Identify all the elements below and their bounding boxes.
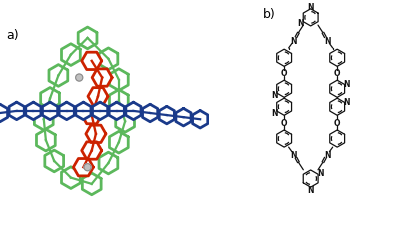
Polygon shape — [26, 103, 41, 120]
Text: O: O — [281, 118, 287, 127]
Polygon shape — [34, 109, 53, 131]
Polygon shape — [0, 105, 8, 122]
Text: O: O — [334, 69, 340, 78]
Polygon shape — [92, 70, 112, 87]
Polygon shape — [82, 53, 102, 70]
Text: N: N — [271, 108, 278, 117]
Text: N: N — [307, 3, 314, 12]
Polygon shape — [126, 103, 141, 120]
Polygon shape — [143, 105, 158, 122]
Text: N: N — [344, 97, 350, 106]
Text: a): a) — [6, 28, 19, 41]
Circle shape — [84, 164, 91, 171]
Polygon shape — [9, 103, 24, 120]
Text: N: N — [271, 90, 278, 100]
Polygon shape — [109, 103, 124, 120]
Polygon shape — [176, 109, 191, 127]
Text: N: N — [324, 37, 331, 46]
Polygon shape — [109, 132, 128, 153]
Polygon shape — [93, 103, 108, 120]
Polygon shape — [82, 107, 102, 124]
Polygon shape — [99, 152, 118, 174]
Polygon shape — [109, 70, 128, 91]
Text: b): b) — [263, 8, 276, 21]
Polygon shape — [82, 173, 101, 195]
Polygon shape — [49, 65, 68, 87]
Polygon shape — [99, 49, 118, 70]
Polygon shape — [193, 111, 208, 129]
Text: N: N — [344, 79, 350, 88]
Polygon shape — [109, 90, 128, 112]
Polygon shape — [59, 103, 74, 120]
Polygon shape — [36, 130, 55, 151]
Text: O: O — [281, 69, 287, 78]
Text: N: N — [291, 37, 297, 46]
Polygon shape — [86, 126, 106, 143]
Polygon shape — [73, 159, 93, 176]
Polygon shape — [61, 45, 80, 66]
Polygon shape — [45, 150, 64, 172]
Circle shape — [76, 75, 83, 82]
Polygon shape — [43, 103, 58, 120]
Text: N: N — [307, 185, 314, 195]
Text: N: N — [291, 151, 297, 160]
Polygon shape — [40, 88, 60, 110]
Polygon shape — [116, 111, 135, 133]
Polygon shape — [82, 142, 102, 160]
Polygon shape — [88, 88, 108, 106]
Text: O: O — [334, 118, 340, 127]
Text: N: N — [298, 19, 304, 28]
Text: N: N — [317, 169, 324, 178]
Polygon shape — [159, 107, 174, 124]
Text: N: N — [324, 151, 331, 160]
Polygon shape — [61, 167, 80, 189]
Polygon shape — [76, 103, 91, 120]
Polygon shape — [78, 28, 97, 50]
